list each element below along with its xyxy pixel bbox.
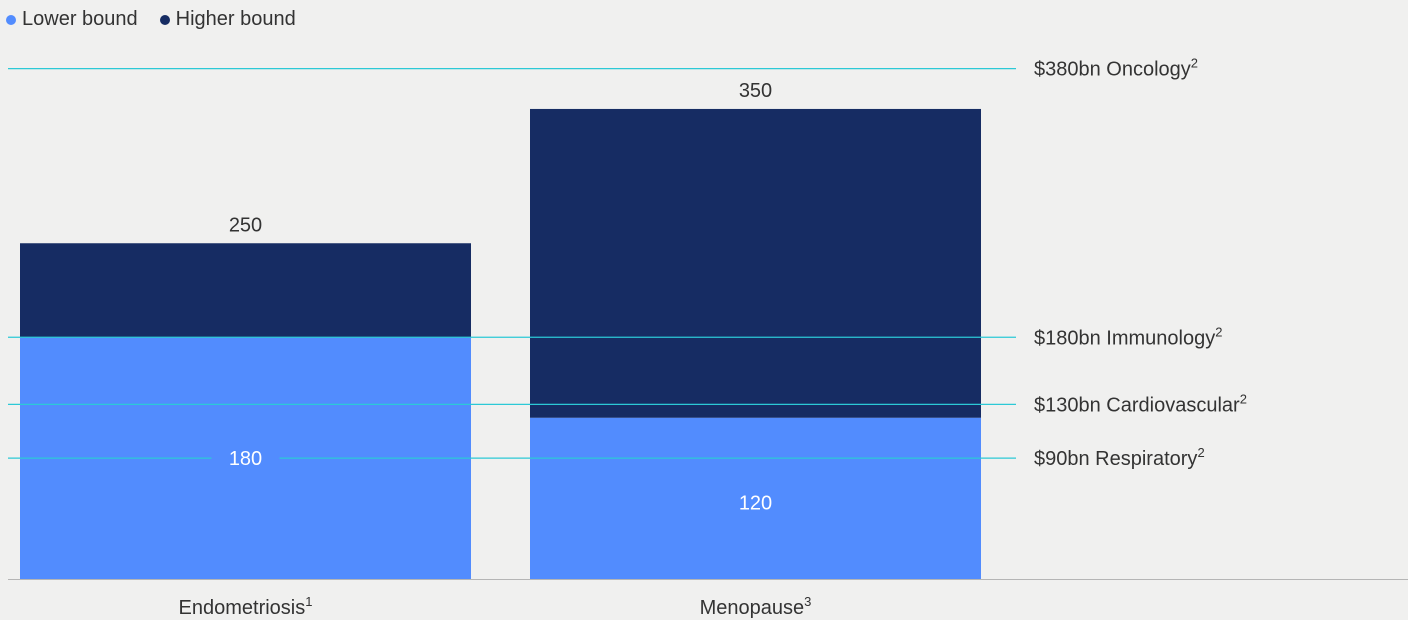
category-label-endometriosis: Endometriosis1 — [179, 594, 313, 619]
bar-higher-bound-menopause — [530, 108, 981, 418]
reference-label-2: $130bn Cardiovascular2 — [1034, 391, 1247, 416]
category-label-menopause: Menopause3 — [700, 594, 812, 619]
reference-label-3: $90bn Respiratory2 — [1034, 445, 1205, 470]
legend-swatch-lower-bound — [6, 14, 16, 25]
legend-label-lower-bound: Lower bound — [22, 8, 138, 30]
data-label-higher-menopause: 350 — [739, 80, 772, 102]
chart-legend: Lower bound Higher bound — [6, 8, 296, 31]
data-label-bg-lower-endometriosis — [211, 444, 280, 473]
data-label-higher-endometriosis: 250 — [229, 214, 262, 236]
legend-label-higher-bound: Higher bound — [175, 8, 296, 30]
legend-item-lower-bound: Lower bound — [6, 8, 138, 31]
reference-line-layer: $380bn Oncology2 $180bn Immunology2 $130bn… — [8, 56, 1247, 470]
data-label-lower-endometriosis: 180 — [229, 448, 262, 470]
data-label-bg-lower-menopause — [721, 488, 790, 517]
legend-item-higher-bound: Higher bound — [159, 8, 296, 31]
reference-label-1: $180bn Immunology2 — [1034, 324, 1222, 349]
bar-higher-bound-endometriosis — [20, 243, 471, 338]
reference-label-0: $380bn Oncology2 — [1034, 56, 1198, 81]
label-layer: 250 Endometriosis1 350 Menopause3 180 120 — [179, 80, 812, 619]
data-label-lower-menopause: 120 — [739, 492, 772, 514]
legend-swatch-higher-bound — [159, 14, 170, 25]
